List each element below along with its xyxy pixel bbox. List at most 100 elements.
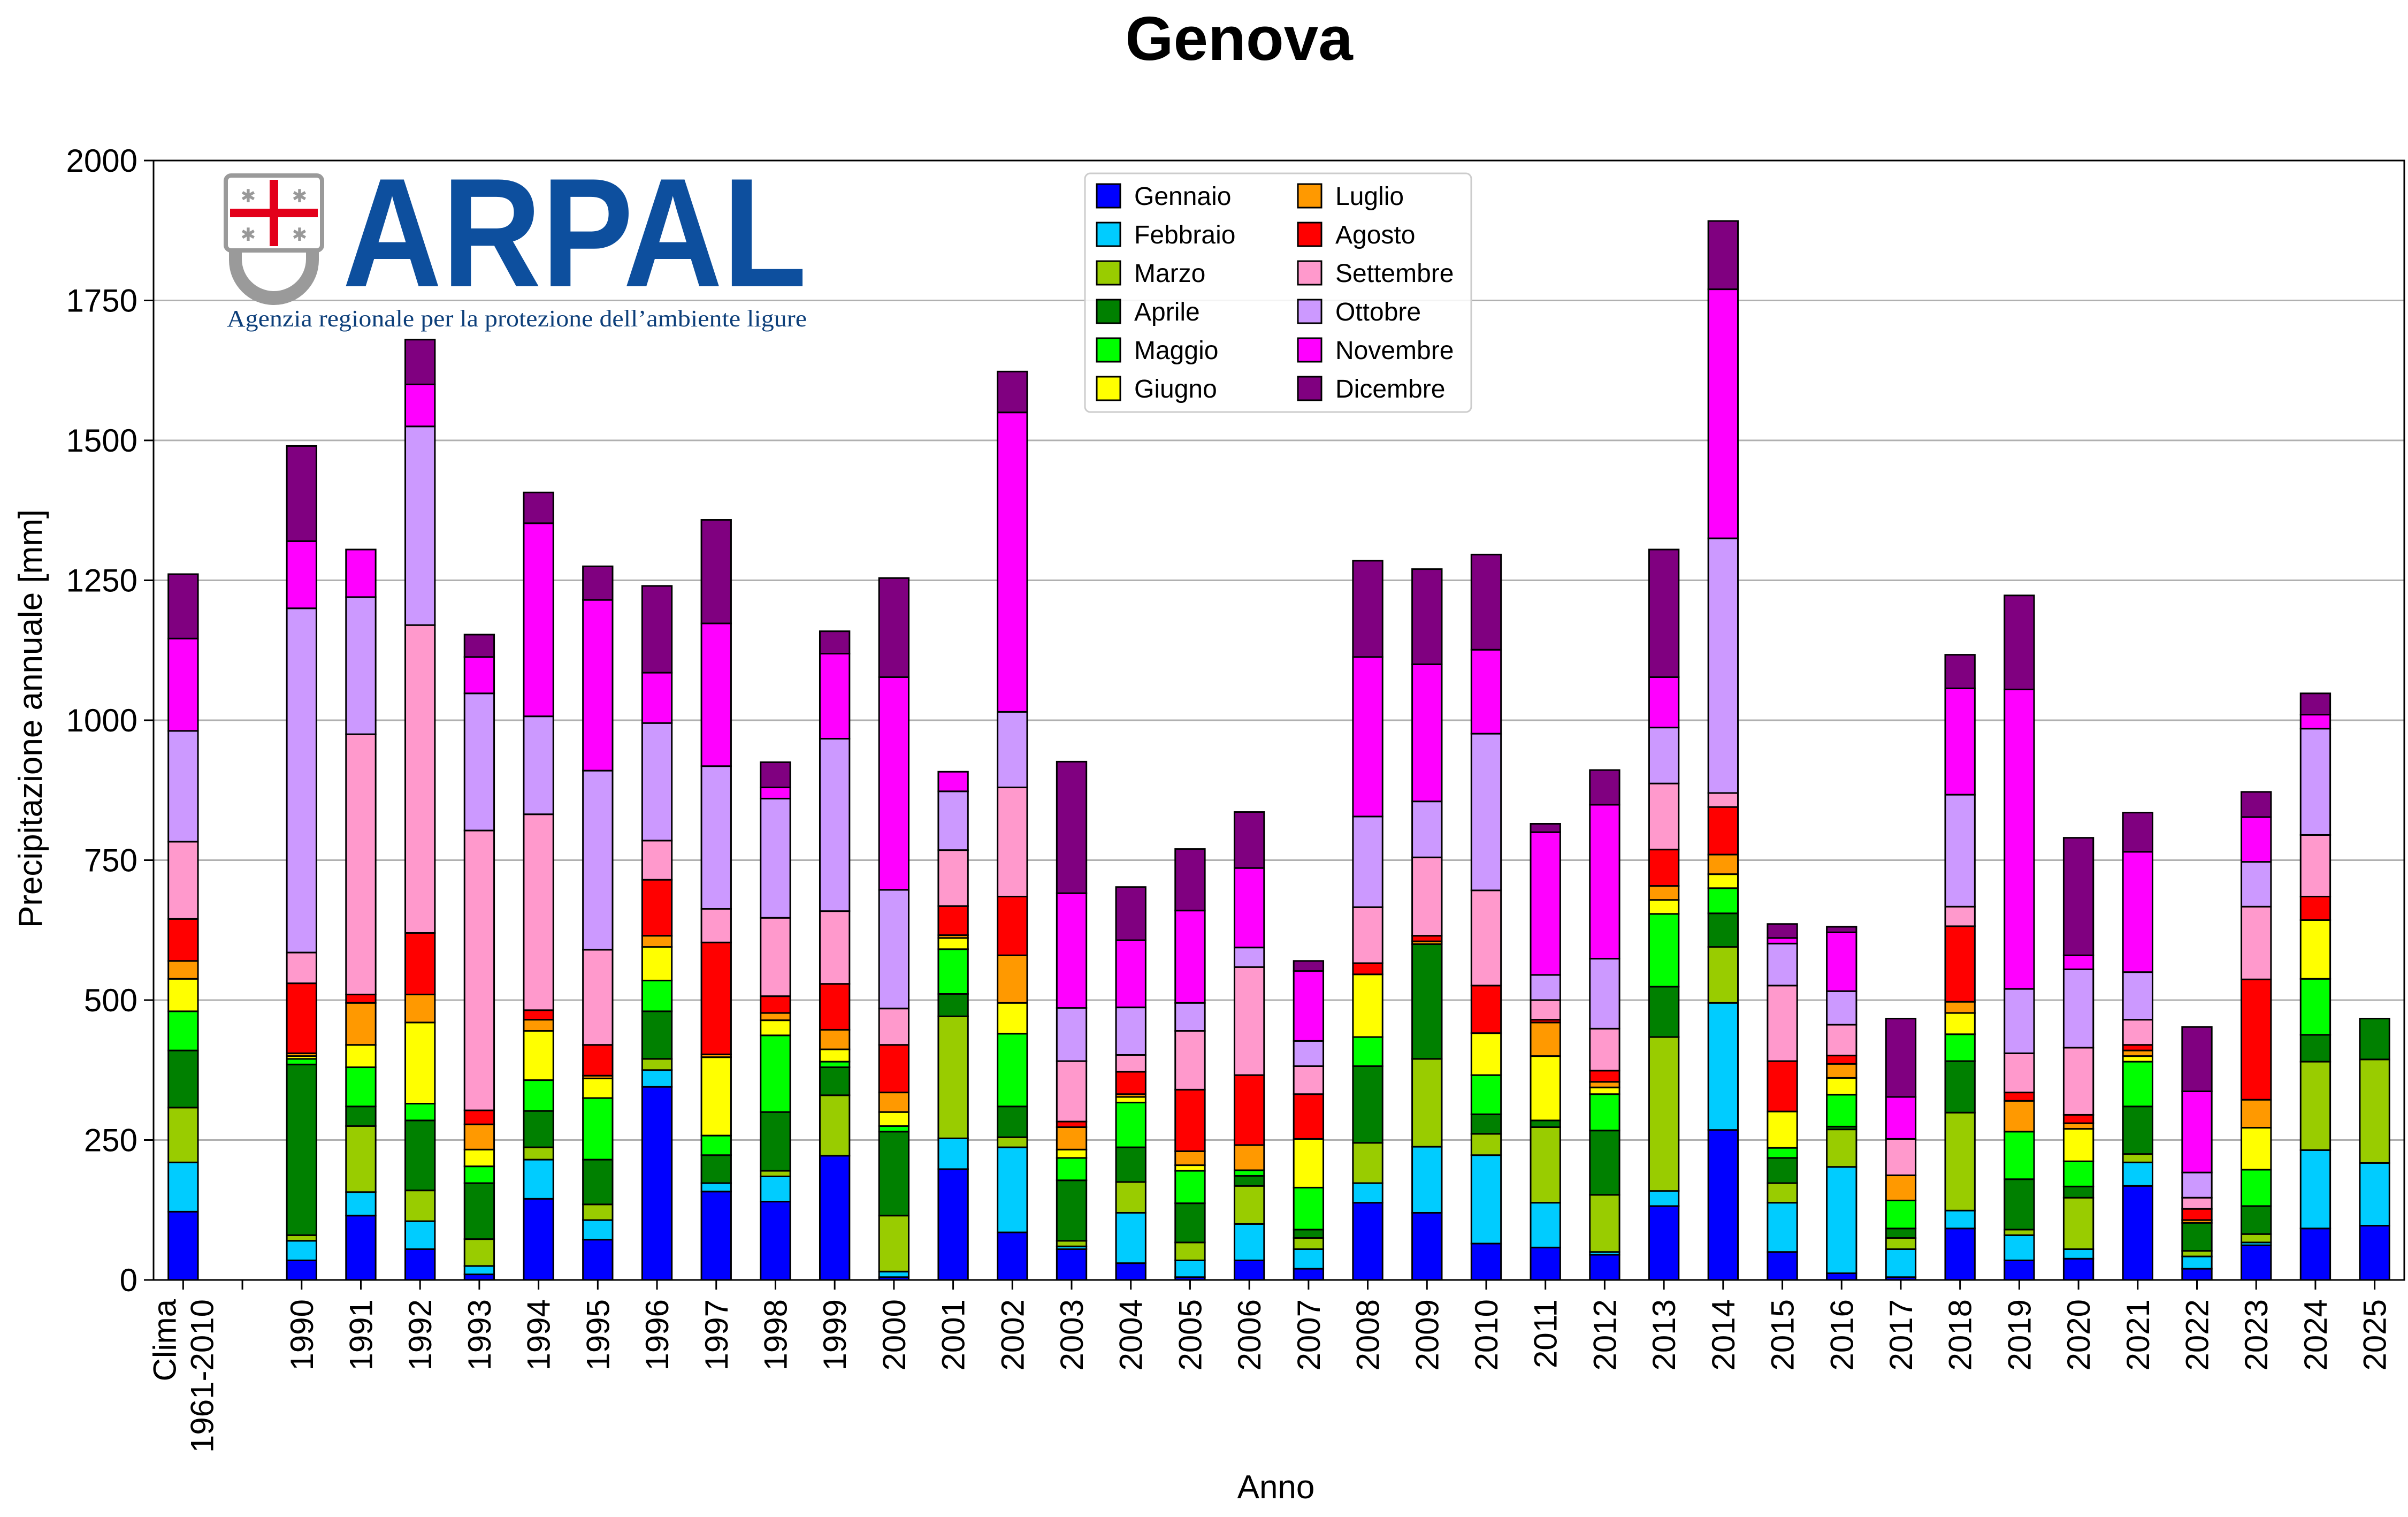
x-tick-label: 2017 bbox=[1883, 1299, 1919, 1370]
bar-segment bbox=[1530, 1246, 1561, 1281]
bar-segment bbox=[286, 982, 317, 1054]
bar-segment bbox=[1174, 910, 1206, 1004]
bar-stack bbox=[819, 630, 851, 1281]
legend-swatch bbox=[1297, 337, 1323, 363]
bar-segment bbox=[937, 790, 969, 851]
bar-stack bbox=[2062, 837, 2094, 1281]
bar-segment bbox=[878, 1111, 910, 1127]
bar-segment bbox=[1352, 1036, 1383, 1067]
liguria-shield-icon: ✱ ✱ ✱ ✱ bbox=[224, 173, 324, 305]
bar-segment bbox=[641, 672, 673, 724]
bar-segment bbox=[2122, 1044, 2153, 1051]
bar-segment bbox=[1233, 1223, 1265, 1261]
bar-segment bbox=[1352, 962, 1383, 975]
bar-segment bbox=[937, 771, 969, 792]
bar-segment bbox=[2241, 978, 2272, 1101]
bar-segment bbox=[2299, 728, 2331, 836]
bar-segment bbox=[2062, 1128, 2094, 1162]
legend-label: Aprile bbox=[1134, 298, 1200, 326]
bar-segment bbox=[2004, 1100, 2035, 1133]
bar-segment bbox=[582, 1077, 614, 1099]
legend-label: Luglio bbox=[1335, 182, 1404, 211]
x-tick-label: 2025 bbox=[2357, 1299, 2393, 1370]
bar-stack bbox=[1174, 848, 1206, 1281]
bar-segment bbox=[1293, 1237, 1325, 1250]
bar-segment bbox=[1233, 867, 1265, 949]
x-tick-label: 1992 bbox=[402, 1299, 438, 1370]
bar-segment bbox=[2299, 978, 2331, 1036]
bar-segment bbox=[523, 1110, 554, 1148]
bar-segment bbox=[463, 1123, 495, 1150]
svg-text:✱: ✱ bbox=[292, 225, 308, 245]
bar-segment bbox=[878, 1008, 910, 1046]
bar-segment bbox=[167, 637, 199, 732]
bar-segment bbox=[2241, 1099, 2272, 1129]
bar-segment bbox=[582, 949, 614, 1046]
x-tick-label: 1996 bbox=[639, 1299, 675, 1370]
bar-segment bbox=[1530, 974, 1561, 1001]
bar-segment bbox=[1944, 925, 1976, 1003]
bar-segment bbox=[1352, 1142, 1383, 1184]
bar-segment bbox=[1767, 1202, 1798, 1253]
x-tick-label: Clima1961-2010 bbox=[147, 1299, 220, 1453]
bar-segment bbox=[167, 960, 199, 980]
y-tick-label: 750 bbox=[84, 843, 137, 879]
x-tick-label: 2012 bbox=[1587, 1299, 1623, 1370]
bar-segment bbox=[286, 951, 317, 985]
bar-segment bbox=[523, 1198, 554, 1281]
legend-swatch bbox=[1096, 183, 1121, 209]
x-tick-label: 2014 bbox=[1706, 1299, 1741, 1370]
bar-stack bbox=[1115, 886, 1146, 1281]
bar-segment bbox=[523, 1146, 554, 1161]
bar-segment bbox=[1589, 1027, 1620, 1072]
bar-segment bbox=[1293, 1248, 1325, 1270]
bar-stack bbox=[1944, 654, 1976, 1281]
bar-segment bbox=[1352, 560, 1383, 658]
bar-segment bbox=[404, 932, 436, 996]
bar-stack bbox=[878, 577, 910, 1281]
bar-segment bbox=[167, 1049, 199, 1109]
x-tick-label: 1999 bbox=[817, 1299, 853, 1370]
bar-segment bbox=[345, 596, 377, 735]
bar-segment bbox=[1707, 873, 1739, 889]
bar-segment bbox=[1174, 1164, 1206, 1172]
bar-segment bbox=[463, 1182, 495, 1240]
bar-segment bbox=[937, 948, 969, 995]
bar-segment bbox=[937, 1168, 969, 1281]
x-tick-label: 2006 bbox=[1232, 1299, 1267, 1370]
bar-segment bbox=[760, 1019, 791, 1036]
x-tick-label: 1998 bbox=[758, 1299, 793, 1370]
x-tick-label: 1993 bbox=[462, 1299, 498, 1370]
bar-segment bbox=[345, 1002, 377, 1046]
x-tick-label: 2018 bbox=[1943, 1299, 1978, 1370]
bar-stack bbox=[1233, 811, 1265, 1281]
bar-segment bbox=[1944, 1060, 1976, 1114]
bar-segment bbox=[1470, 1074, 1502, 1115]
bar-segment bbox=[1411, 1058, 1443, 1148]
bar-segment bbox=[641, 1058, 673, 1071]
bar-segment bbox=[1885, 1174, 1917, 1201]
bar-segment bbox=[700, 941, 732, 1055]
bar-segment bbox=[819, 1155, 851, 1281]
bar-segment bbox=[1885, 1018, 1917, 1098]
bar-segment bbox=[1589, 1130, 1620, 1196]
bar-segment bbox=[1944, 687, 1976, 796]
x-tick-label: 1991 bbox=[343, 1299, 379, 1370]
bar-segment bbox=[641, 946, 673, 981]
bar-segment bbox=[1056, 1248, 1088, 1281]
bar-segment bbox=[2062, 1185, 2094, 1199]
bar-segment bbox=[997, 711, 1028, 789]
bar-segment bbox=[2299, 1061, 2331, 1151]
x-tick-label: 1997 bbox=[699, 1299, 735, 1370]
bar-segment bbox=[2181, 1196, 2213, 1210]
bar-segment bbox=[1826, 1077, 1857, 1096]
bar-segment bbox=[641, 1069, 673, 1088]
bar-segment bbox=[286, 1234, 317, 1242]
bar-segment bbox=[463, 1165, 495, 1184]
bar-stack bbox=[286, 445, 317, 1281]
bar-segment bbox=[582, 1239, 614, 1281]
bar-segment bbox=[404, 994, 436, 1024]
bar-segment bbox=[700, 1134, 732, 1156]
bar-segment bbox=[2359, 1225, 2390, 1281]
bar-stack bbox=[2004, 594, 2035, 1281]
